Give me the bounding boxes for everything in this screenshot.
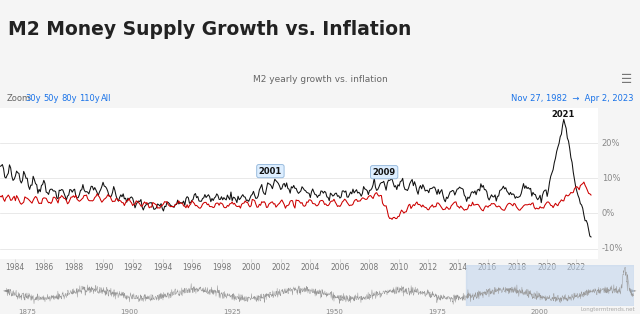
Text: ►: ► (630, 285, 637, 294)
Text: 80y: 80y (61, 95, 77, 103)
Text: 1950: 1950 (325, 309, 343, 314)
Text: M2 yearly growth vs. inflation: M2 yearly growth vs. inflation (253, 75, 387, 84)
Text: 30y: 30y (26, 95, 41, 103)
Text: 10%: 10% (602, 174, 620, 183)
Text: All: All (101, 95, 111, 103)
Text: 1925: 1925 (223, 309, 241, 314)
Text: ☰: ☰ (621, 73, 632, 86)
Text: 2001: 2001 (259, 167, 282, 176)
Text: M2 Money Supply Growth vs. Inflation: M2 Money Supply Growth vs. Inflation (8, 20, 412, 39)
Text: 20%: 20% (602, 139, 620, 148)
Text: Nov 27, 1982  →  Apr 2, 2023: Nov 27, 1982 → Apr 2, 2023 (511, 95, 634, 103)
Text: 1975: 1975 (428, 309, 446, 314)
Text: 0%: 0% (602, 209, 615, 218)
Text: -10%: -10% (602, 244, 623, 253)
Text: 2000: 2000 (531, 309, 548, 314)
Text: 110y: 110y (79, 95, 100, 103)
Text: 50y: 50y (44, 95, 59, 103)
Text: 2009: 2009 (372, 168, 396, 177)
Text: 1875: 1875 (18, 309, 36, 314)
Text: ◄: ◄ (3, 285, 10, 294)
Text: 1900: 1900 (120, 309, 138, 314)
Bar (465, 265, 634, 306)
Text: Longtermtrends.net: Longtermtrends.net (580, 307, 635, 312)
Text: 2021: 2021 (551, 110, 575, 119)
Text: Zoom: Zoom (6, 95, 31, 103)
